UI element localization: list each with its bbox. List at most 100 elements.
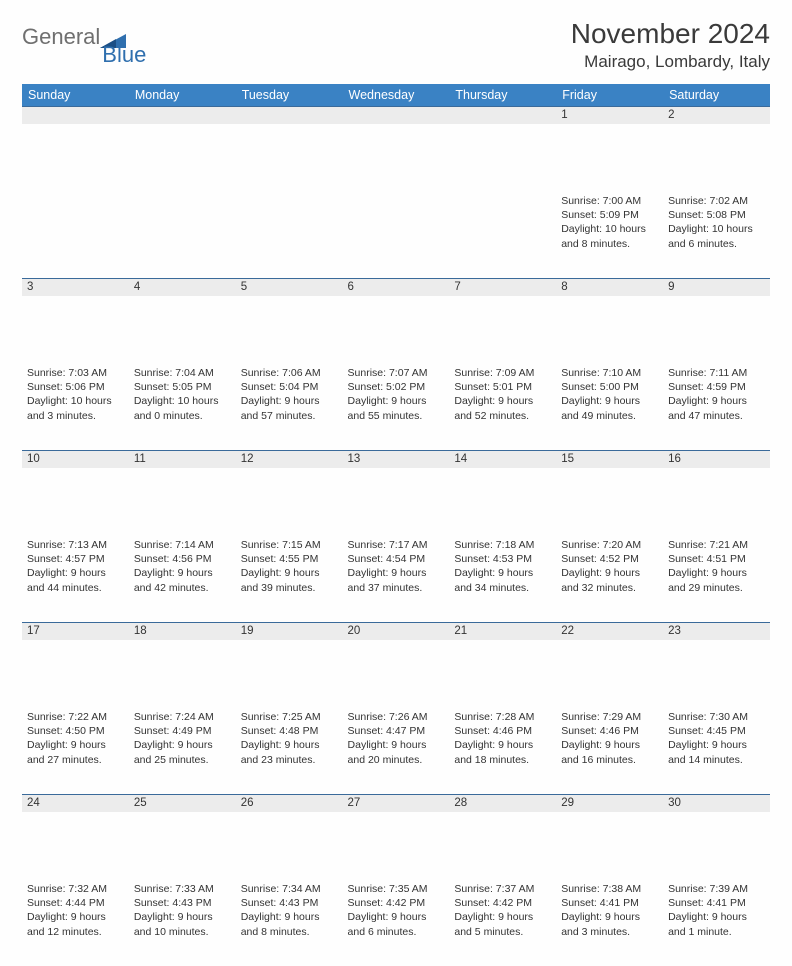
day-number: 15 [556, 450, 663, 468]
day-number-cell: 18 [129, 622, 236, 708]
day-cell: Sunrise: 7:30 AMSunset: 4:45 PMDaylight:… [663, 708, 770, 794]
week-daynum-row: 3456789 [22, 278, 770, 364]
dayname-header: Tuesday [236, 84, 343, 106]
dayname-header: Friday [556, 84, 663, 106]
sunrise-text: Sunrise: 7:33 AM [134, 882, 231, 896]
sunset-text: Sunset: 4:51 PM [668, 552, 765, 566]
day-number: 22 [556, 622, 663, 640]
daylight-text: Daylight: 10 hours and 8 minutes. [561, 222, 658, 250]
day-number-cell: 6 [343, 278, 450, 364]
day-cell-body [22, 192, 129, 198]
day-cell: Sunrise: 7:18 AMSunset: 4:53 PMDaylight:… [449, 536, 556, 622]
day-cell-body [343, 192, 450, 198]
day-number-cell: 15 [556, 450, 663, 536]
day-cell-body: Sunrise: 7:11 AMSunset: 4:59 PMDaylight:… [663, 364, 770, 427]
week-daynum-row: 24252627282930 [22, 794, 770, 880]
sunset-text: Sunset: 5:04 PM [241, 380, 338, 394]
day-number-cell [449, 106, 556, 192]
week-body-row: Sunrise: 7:00 AMSunset: 5:09 PMDaylight:… [22, 192, 770, 278]
week-body-row: Sunrise: 7:03 AMSunset: 5:06 PM Daylight:… [22, 364, 770, 450]
sunrise-text: Sunrise: 7:14 AM [134, 538, 231, 552]
sunset-text: Sunset: 5:06 PM [27, 380, 124, 394]
day-cell-body: Sunrise: 7:35 AMSunset: 4:42 PMDaylight:… [343, 880, 450, 943]
sunrise-text: Sunrise: 7:07 AM [348, 366, 445, 380]
day-number: 18 [129, 622, 236, 640]
sunrise-text: Sunrise: 7:03 AM [27, 366, 124, 380]
day-number-cell: 3 [22, 278, 129, 364]
sunrise-text: Sunrise: 7:25 AM [241, 710, 338, 724]
daylight-text: Daylight: 10 hours and 6 minutes. [668, 222, 765, 250]
day-number-cell: 19 [236, 622, 343, 708]
sunrise-text: Sunrise: 7:22 AM [27, 710, 124, 724]
sunrise-text: Sunrise: 7:20 AM [561, 538, 658, 552]
sunset-text: Sunset: 5:00 PM [561, 380, 658, 394]
day-number-cell: 17 [22, 622, 129, 708]
day-cell-body: Sunrise: 7:20 AMSunset: 4:52 PMDaylight:… [556, 536, 663, 599]
day-cell-body: Sunrise: 7:18 AMSunset: 4:53 PMDaylight:… [449, 536, 556, 599]
day-number-cell [129, 106, 236, 192]
day-cell-body: Sunrise: 7:09 AMSunset: 5:01 PMDaylight:… [449, 364, 556, 427]
day-cell: Sunrise: 7:11 AMSunset: 4:59 PMDaylight:… [663, 364, 770, 450]
sunrise-text: Sunrise: 7:29 AM [561, 710, 658, 724]
day-cell: Sunrise: 7:39 AMSunset: 4:41 PMDaylight:… [663, 880, 770, 966]
day-number: 5 [236, 278, 343, 296]
sunset-text: Sunset: 4:44 PM [27, 896, 124, 910]
day-number-cell: 20 [343, 622, 450, 708]
day-cell [343, 192, 450, 278]
day-number-cell: 16 [663, 450, 770, 536]
day-number: 20 [343, 622, 450, 640]
day-cell-body: Sunrise: 7:22 AMSunset: 4:50 PMDaylight:… [22, 708, 129, 771]
sunrise-text: Sunrise: 7:35 AM [348, 882, 445, 896]
sunrise-text: Sunrise: 7:32 AM [27, 882, 124, 896]
day-cell: Sunrise: 7:38 AMSunset: 4:41 PMDaylight:… [556, 880, 663, 966]
sunrise-text: Sunrise: 7:04 AM [134, 366, 231, 380]
day-cell-body: Sunrise: 7:32 AMSunset: 4:44 PMDaylight:… [22, 880, 129, 943]
sunset-text: Sunset: 4:56 PM [134, 552, 231, 566]
day-cell-body: Sunrise: 7:00 AMSunset: 5:09 PMDaylight:… [556, 192, 663, 255]
calendar-body: 12 Sunrise: 7:00 AMSunset: 5:09 PMDayligh… [22, 106, 770, 966]
daylight-text: Daylight: 9 hours and 55 minutes. [348, 394, 445, 422]
day-cell: Sunrise: 7:37 AMSunset: 4:42 PMDaylight:… [449, 880, 556, 966]
day-cell-body [449, 192, 556, 198]
daylight-text: Daylight: 9 hours and 32 minutes. [561, 566, 658, 594]
day-number-cell: 24 [22, 794, 129, 880]
sunrise-text: Sunrise: 7:13 AM [27, 538, 124, 552]
day-number-cell [236, 106, 343, 192]
day-number: 17 [22, 622, 129, 640]
day-cell [449, 192, 556, 278]
sunset-text: Sunset: 4:52 PM [561, 552, 658, 566]
day-number: 12 [236, 450, 343, 468]
day-cell-body: Sunrise: 7:17 AMSunset: 4:54 PMDaylight:… [343, 536, 450, 599]
day-cell-body [236, 192, 343, 198]
day-number-cell [343, 106, 450, 192]
day-cell: Sunrise: 7:07 AMSunset: 5:02 PMDaylight:… [343, 364, 450, 450]
daylight-text: Daylight: 9 hours and 20 minutes. [348, 738, 445, 766]
day-cell: Sunrise: 7:17 AMSunset: 4:54 PMDaylight:… [343, 536, 450, 622]
sunset-text: Sunset: 4:54 PM [348, 552, 445, 566]
sunset-text: Sunset: 5:01 PM [454, 380, 551, 394]
title-block: November 2024 Mairago, Lombardy, Italy [571, 18, 770, 72]
week-daynum-row: 17181920212223 [22, 622, 770, 708]
day-number: 6 [343, 278, 450, 296]
day-number-cell: 21 [449, 622, 556, 708]
day-cell-body: Sunrise: 7:15 AMSunset: 4:55 PMDaylight:… [236, 536, 343, 599]
day-cell: Sunrise: 7:20 AMSunset: 4:52 PMDaylight:… [556, 536, 663, 622]
daylight-text: Daylight: 9 hours and 37 minutes. [348, 566, 445, 594]
dayname-header: Thursday [449, 84, 556, 106]
week-body-row: Sunrise: 7:32 AMSunset: 4:44 PMDaylight:… [22, 880, 770, 966]
day-number: 4 [129, 278, 236, 296]
daylight-text: Daylight: 9 hours and 12 minutes. [27, 910, 124, 938]
sunrise-text: Sunrise: 7:34 AM [241, 882, 338, 896]
day-number-cell: 1 [556, 106, 663, 192]
daylight-text: Daylight: 10 hours and 0 minutes. [134, 394, 231, 422]
day-cell-body: Sunrise: 7:29 AMSunset: 4:46 PMDaylight:… [556, 708, 663, 771]
day-cell-body: Sunrise: 7:26 AMSunset: 4:47 PMDaylight:… [343, 708, 450, 771]
day-number-cell: 4 [129, 278, 236, 364]
day-cell: Sunrise: 7:25 AMSunset: 4:48 PMDaylight:… [236, 708, 343, 794]
day-number-cell: 26 [236, 794, 343, 880]
location-subtitle: Mairago, Lombardy, Italy [571, 52, 770, 72]
daylight-text: Daylight: 9 hours and 42 minutes. [134, 566, 231, 594]
day-number-cell: 29 [556, 794, 663, 880]
day-cell: Sunrise: 7:10 AMSunset: 5:00 PMDaylight:… [556, 364, 663, 450]
sunset-text: Sunset: 5:09 PM [561, 208, 658, 222]
